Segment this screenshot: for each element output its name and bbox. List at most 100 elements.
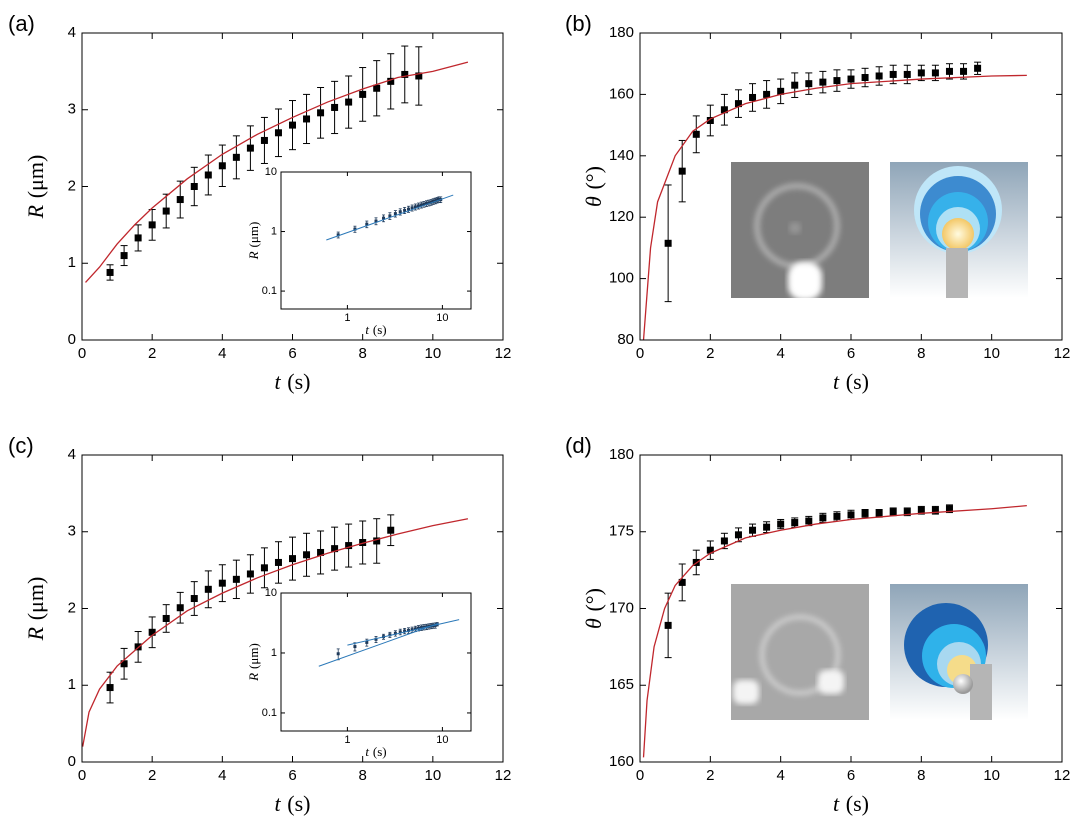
marker xyxy=(289,555,296,563)
marker xyxy=(134,234,142,242)
marker xyxy=(889,508,897,516)
y-tick-label: 0 xyxy=(68,331,76,348)
y-tick-label: 160 xyxy=(609,753,634,770)
fit-line xyxy=(642,74,1027,340)
axis-label: t (s) xyxy=(365,322,386,337)
marker xyxy=(861,74,869,82)
y-tick-label: 140 xyxy=(609,147,634,164)
marker xyxy=(427,201,431,205)
axis-label: t (s) xyxy=(365,744,386,759)
marker xyxy=(359,538,367,546)
x-tick-label: 0 xyxy=(78,767,86,784)
x-tick-label: 1 xyxy=(344,734,350,746)
marker xyxy=(303,115,311,123)
axis-label: R (μm) xyxy=(23,155,48,220)
axes-frame xyxy=(280,171,472,310)
marker xyxy=(903,70,911,78)
axis-label: θ (°) xyxy=(581,166,606,207)
marker xyxy=(903,508,911,516)
axis-label: t (s) xyxy=(275,369,311,394)
marker xyxy=(303,551,311,559)
marker xyxy=(777,520,785,528)
marker xyxy=(403,208,407,212)
axis-symbol: R xyxy=(246,673,261,682)
marker xyxy=(410,206,414,210)
marker xyxy=(433,199,437,203)
axis-unit: (s) xyxy=(846,369,869,394)
marker xyxy=(419,626,423,630)
axes-frame xyxy=(639,454,1063,763)
axis-symbol: t xyxy=(365,322,369,337)
y-tick-label: 2 xyxy=(68,599,76,616)
marker xyxy=(359,90,367,98)
x-tick-label: 1 xyxy=(344,312,350,324)
axis-label: R (μm) xyxy=(246,222,261,261)
x-tick-label: 6 xyxy=(847,345,855,362)
x-tick-label: 10 xyxy=(424,345,441,362)
x-tick-label: 2 xyxy=(148,767,156,784)
marker xyxy=(706,116,714,124)
marker xyxy=(162,614,170,622)
marker xyxy=(403,629,407,633)
panel-label: (b) xyxy=(565,11,592,36)
marker xyxy=(401,70,409,78)
x-tick-label: 10 xyxy=(983,767,1000,784)
axis-unit: (s) xyxy=(287,791,310,816)
marker xyxy=(232,153,240,161)
marker xyxy=(353,645,357,649)
x-tick-label: 12 xyxy=(1054,345,1071,362)
y-tick-label: 3 xyxy=(68,101,76,118)
y-tick-label: 1 xyxy=(68,254,76,271)
marker xyxy=(424,201,428,205)
marker xyxy=(431,199,435,203)
marker xyxy=(398,630,402,634)
marker xyxy=(422,202,426,206)
axis-symbol: t xyxy=(275,369,282,394)
marker xyxy=(204,585,212,593)
marker xyxy=(664,621,672,629)
marker xyxy=(260,136,268,144)
y-tick-label: 4 xyxy=(68,446,76,463)
marker xyxy=(917,506,925,514)
marker xyxy=(413,205,417,209)
marker xyxy=(274,129,282,137)
x-tick-label: 0 xyxy=(636,767,644,784)
axis-unit: (s) xyxy=(373,744,387,759)
marker xyxy=(435,198,439,202)
x-tick-label: 12 xyxy=(495,345,512,362)
x-tick-label: 0 xyxy=(78,345,86,362)
marker xyxy=(148,221,156,229)
axis-unit: (μm) xyxy=(23,577,48,621)
axis-unit: (°) xyxy=(581,166,606,189)
marker xyxy=(692,130,700,138)
marker xyxy=(373,84,381,92)
marker xyxy=(805,80,813,88)
marker xyxy=(120,660,128,668)
y-tick-label: 120 xyxy=(609,208,634,225)
marker xyxy=(345,98,353,106)
axes-frame xyxy=(81,454,504,763)
y-tick-label: 180 xyxy=(609,24,634,41)
x-tick-label: 2 xyxy=(706,767,714,784)
axis-label: t (s) xyxy=(833,369,869,394)
x-tick-label: 6 xyxy=(847,767,855,784)
droplet-schematic xyxy=(890,162,1028,298)
x-tick-label: 4 xyxy=(218,345,226,362)
x-tick-label: 8 xyxy=(358,767,366,784)
fit-line xyxy=(85,61,469,283)
marker xyxy=(763,90,771,98)
x-tick-label: 0 xyxy=(636,345,644,362)
marker xyxy=(819,514,827,522)
marker xyxy=(833,512,841,520)
axis-label: t (s) xyxy=(833,791,869,816)
x-tick-label: 10 xyxy=(436,312,448,324)
marker xyxy=(218,579,226,587)
marker xyxy=(317,109,325,117)
axis-label: t (s) xyxy=(275,791,311,816)
marker xyxy=(416,626,420,630)
marker xyxy=(289,121,296,129)
x-tick-label: 10 xyxy=(436,734,448,746)
axis-unit: (μm) xyxy=(246,643,261,669)
marker xyxy=(791,519,799,527)
marker xyxy=(749,526,757,534)
